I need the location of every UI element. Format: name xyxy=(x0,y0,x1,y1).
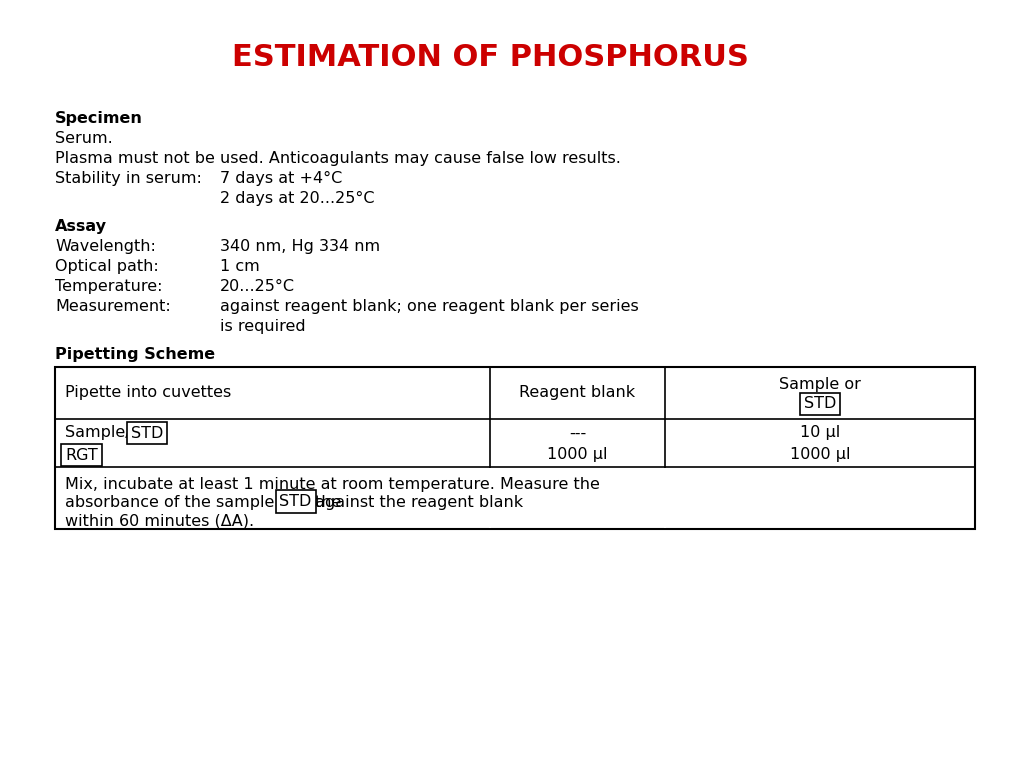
Text: Temperature:: Temperature: xyxy=(55,279,163,294)
Text: ESTIMATION OF PHOSPHORUS: ESTIMATION OF PHOSPHORUS xyxy=(231,44,749,72)
Text: Reagent blank: Reagent blank xyxy=(519,386,636,400)
Text: Plasma must not be used. Anticoagulants may cause false low results.: Plasma must not be used. Anticoagulants … xyxy=(55,151,621,166)
Text: Serum.: Serum. xyxy=(55,131,113,146)
Text: 1000 μl: 1000 μl xyxy=(547,448,608,462)
Bar xyxy=(664,468,666,528)
Text: Sample/: Sample/ xyxy=(65,425,131,441)
Text: Pipetting Scheme: Pipetting Scheme xyxy=(55,347,215,362)
Text: 7 days at +4°C: 7 days at +4°C xyxy=(220,171,342,186)
Text: STD: STD xyxy=(131,425,164,441)
Text: is required: is required xyxy=(220,319,305,334)
Text: Measurement:: Measurement: xyxy=(55,299,171,314)
Text: Specimen: Specimen xyxy=(55,111,143,126)
Text: Mix, incubate at least 1 minute at room temperature. Measure the: Mix, incubate at least 1 minute at room … xyxy=(65,477,600,492)
Text: 1 cm: 1 cm xyxy=(220,259,260,274)
Text: 20...25°C: 20...25°C xyxy=(220,279,295,294)
Text: ---: --- xyxy=(569,425,586,441)
Bar xyxy=(489,468,490,528)
Text: STD: STD xyxy=(280,494,312,509)
Text: Optical path:: Optical path: xyxy=(55,259,159,274)
Text: 10 μl: 10 μl xyxy=(800,425,840,441)
Text: Pipette into cuvettes: Pipette into cuvettes xyxy=(65,386,231,400)
Bar xyxy=(55,367,975,529)
Text: against the reagent blank: against the reagent blank xyxy=(309,495,522,510)
Text: Assay: Assay xyxy=(55,219,106,234)
Text: Stability in serum:: Stability in serum: xyxy=(55,171,202,186)
Text: STD: STD xyxy=(804,396,837,412)
Text: 1000 μl: 1000 μl xyxy=(790,448,850,462)
Text: absorbance of the sample and the: absorbance of the sample and the xyxy=(65,495,346,510)
Text: 2 days at 20...25°C: 2 days at 20...25°C xyxy=(220,191,375,206)
Text: 340 nm, Hg 334 nm: 340 nm, Hg 334 nm xyxy=(220,239,380,254)
Text: RGT: RGT xyxy=(65,448,97,462)
Text: within 60 minutes (ΔA).: within 60 minutes (ΔA). xyxy=(65,513,254,528)
Text: Sample or: Sample or xyxy=(779,376,861,392)
Text: against reagent blank; one reagent blank per series: against reagent blank; one reagent blank… xyxy=(220,299,639,314)
Text: Wavelength:: Wavelength: xyxy=(55,239,156,254)
